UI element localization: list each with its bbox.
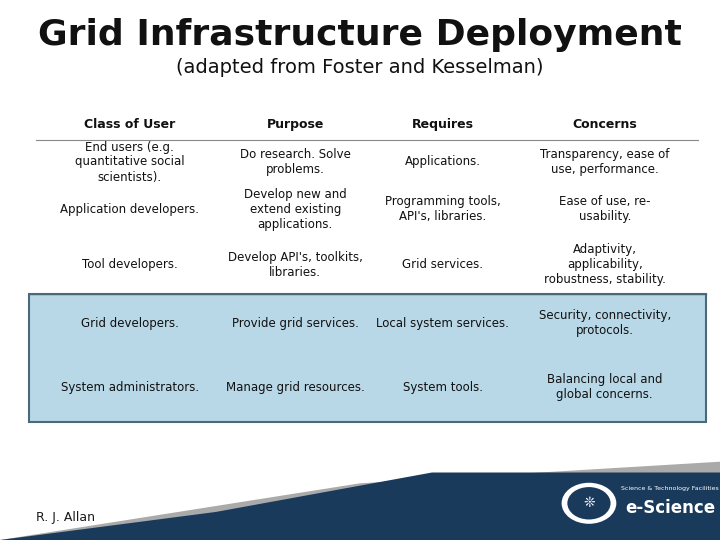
Text: Requires: Requires <box>412 118 474 131</box>
Text: End users (e.g.
quantitative social
scientists).: End users (e.g. quantitative social scie… <box>75 140 184 184</box>
FancyBboxPatch shape <box>29 294 706 422</box>
Text: Programming tools,
API's, libraries.: Programming tools, API's, libraries. <box>385 195 500 223</box>
Text: Develop API's, toolkits,
libraries.: Develop API's, toolkits, libraries. <box>228 251 363 279</box>
Text: Science & Technology Facilities Council: Science & Technology Facilities Council <box>621 485 720 491</box>
Polygon shape <box>0 472 720 540</box>
Text: Ease of use, re-
usability.: Ease of use, re- usability. <box>559 195 651 223</box>
Text: Transparency, ease of
use, performance.: Transparency, ease of use, performance. <box>540 148 670 176</box>
Text: Grid Infrastructure Deployment: Grid Infrastructure Deployment <box>38 18 682 52</box>
Text: R. J. Allan: R. J. Allan <box>36 511 95 524</box>
Polygon shape <box>0 462 720 540</box>
Text: ❊: ❊ <box>583 496 595 510</box>
Text: System tools.: System tools. <box>402 381 483 394</box>
Text: Class of User: Class of User <box>84 118 175 131</box>
Text: Balancing local and
global concerns.: Balancing local and global concerns. <box>547 373 662 401</box>
Text: Adaptivity,
applicability,
robustness, stability.: Adaptivity, applicability, robustness, s… <box>544 243 666 286</box>
Circle shape <box>562 483 616 524</box>
Text: System administrators.: System administrators. <box>60 381 199 394</box>
Text: Develop new and
extend existing
applications.: Develop new and extend existing applicat… <box>244 188 346 231</box>
Text: Local system services.: Local system services. <box>377 316 509 330</box>
Text: Applications.: Applications. <box>405 156 481 168</box>
Circle shape <box>567 487 611 519</box>
Text: (adapted from Foster and Kesselman): (adapted from Foster and Kesselman) <box>176 58 544 77</box>
Text: e-Science: e-Science <box>625 498 715 517</box>
Text: Security, connectivity,
protocols.: Security, connectivity, protocols. <box>539 309 671 337</box>
Text: Tool developers.: Tool developers. <box>82 258 177 271</box>
Text: Concerns: Concerns <box>572 118 637 131</box>
Text: Manage grid resources.: Manage grid resources. <box>226 381 364 394</box>
Text: Application developers.: Application developers. <box>60 202 199 216</box>
Text: Provide grid services.: Provide grid services. <box>232 316 359 330</box>
Text: Grid developers.: Grid developers. <box>81 316 179 330</box>
Text: Do research. Solve
problems.: Do research. Solve problems. <box>240 148 351 176</box>
Text: Purpose: Purpose <box>266 118 324 131</box>
Text: Grid services.: Grid services. <box>402 258 483 271</box>
